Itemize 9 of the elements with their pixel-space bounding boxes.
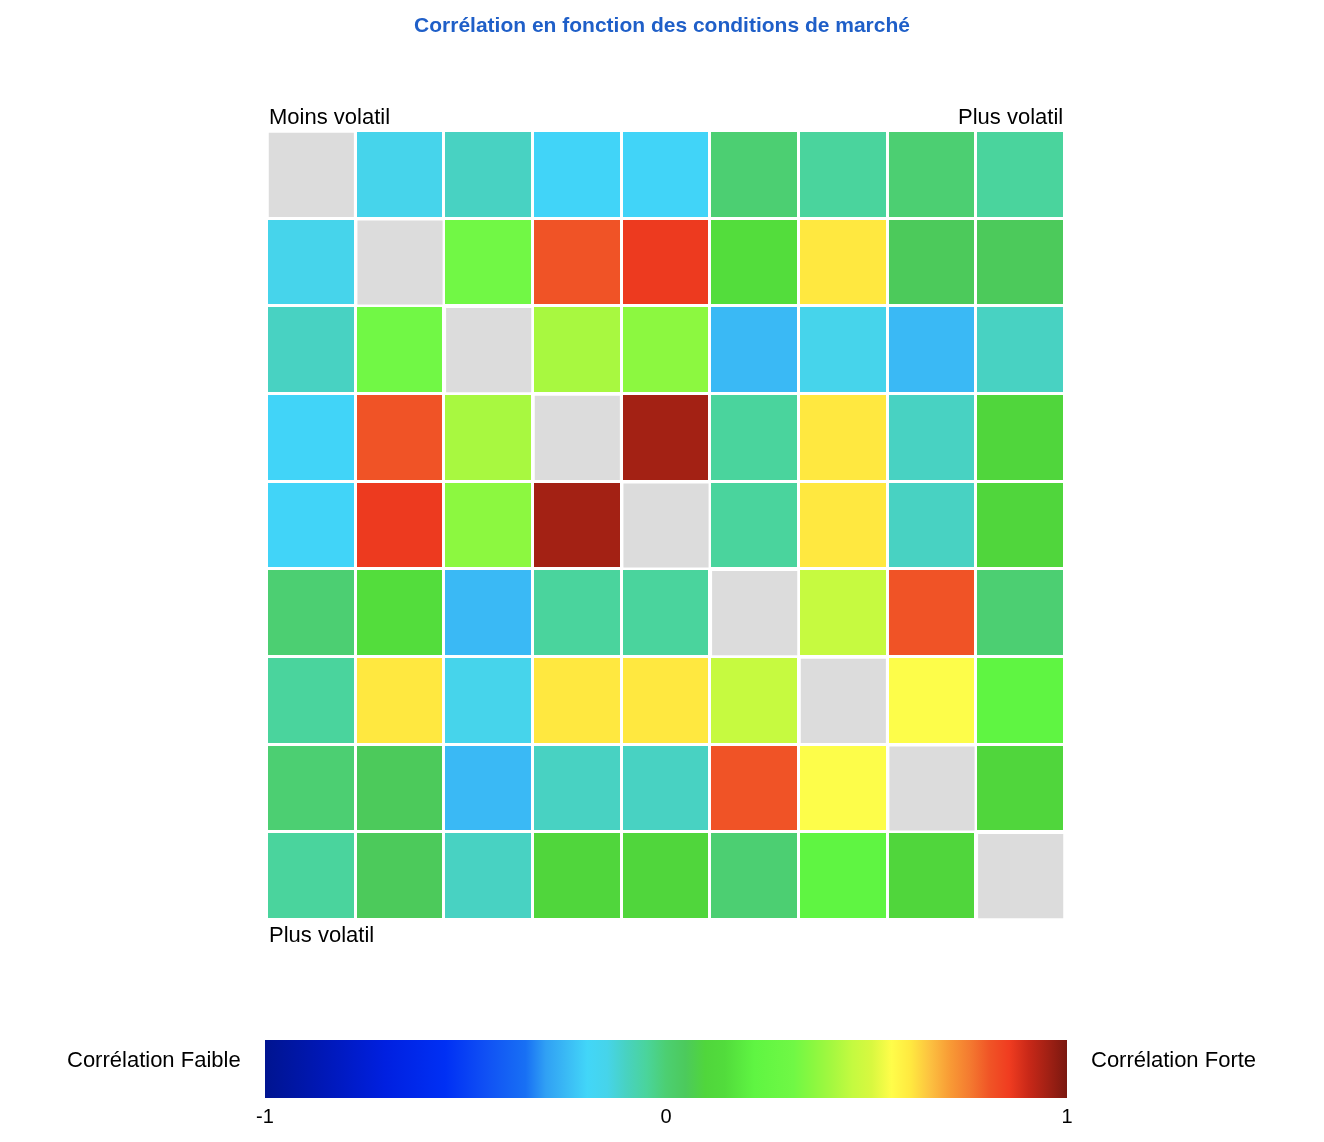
text: Corrélation Forte bbox=[1091, 1047, 1257, 1072]
text: Plus volatil bbox=[269, 922, 375, 947]
chart-title: Corrélation en fonction des conditions de marché bbox=[414, 12, 910, 36]
color-bar-label: 1 bbox=[1061, 1104, 1073, 1127]
color-bar-label: 0 bbox=[660, 1104, 672, 1127]
color-bar-label: -1 bbox=[256, 1104, 274, 1127]
text: Plus volatil bbox=[958, 104, 1064, 129]
text: Moins volatil bbox=[269, 104, 391, 129]
text: Corrélation Faible bbox=[67, 1047, 241, 1072]
